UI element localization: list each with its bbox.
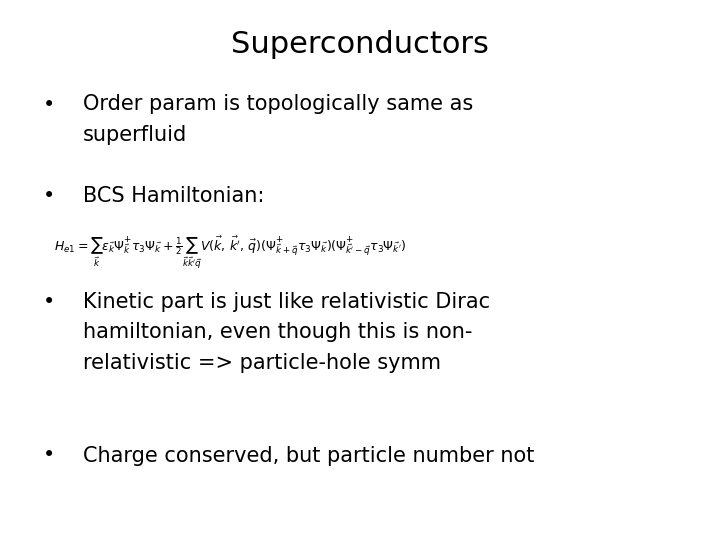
Text: •: • [43,186,55,206]
Text: •: • [43,292,55,312]
Text: Order param is topologically same as: Order param is topologically same as [83,94,473,114]
Text: •: • [43,446,55,465]
Text: hamiltonian, even though this is non-: hamiltonian, even though this is non- [83,322,472,342]
Text: Superconductors: Superconductors [231,30,489,59]
Text: BCS Hamiltonian:: BCS Hamiltonian: [83,186,264,206]
Text: relativistic => particle-hole symm: relativistic => particle-hole symm [83,353,441,373]
Text: •: • [43,94,55,114]
Text: superfluid: superfluid [83,125,187,145]
Text: Charge conserved, but particle number not: Charge conserved, but particle number no… [83,446,534,465]
Text: Kinetic part is just like relativistic Dirac: Kinetic part is just like relativistic D… [83,292,490,312]
Text: $H_{e1} = \sum_{\vec{k}} \epsilon_{\vec{k}} \Psi_{\vec{k}}^{+} \tau_3 \Psi_{\vec: $H_{e1} = \sum_{\vec{k}} \epsilon_{\vec{… [54,235,406,272]
